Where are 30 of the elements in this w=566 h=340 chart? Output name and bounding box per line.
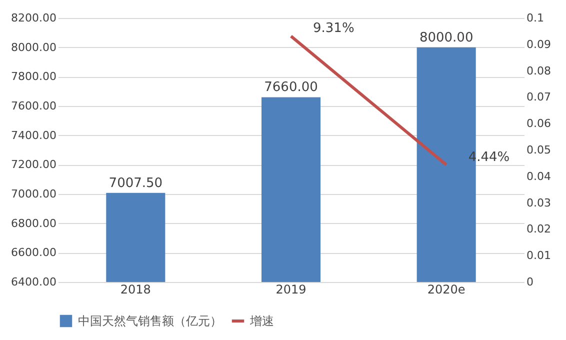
y2-tick-label: 0.05 — [526, 144, 551, 156]
legend-label: 中国天然气销售额（亿元） — [78, 314, 222, 328]
data-label: 7007.50 — [108, 176, 163, 191]
data-label: 7660.00 — [264, 80, 318, 96]
y2-tick-label: 0.06 — [526, 117, 551, 130]
data-label: 9.31% — [313, 21, 354, 36]
y-tick-label: 7200.00 — [11, 158, 56, 172]
x-tick-label: 2018 — [120, 282, 151, 296]
y2-tick-label: 0.02 — [526, 222, 551, 236]
y-tick-label: 7800.00 — [11, 70, 56, 84]
y-tick-label: 6800.00 — [11, 216, 56, 230]
data-label: 8000.00 — [419, 30, 474, 46]
y2-tick-label: 0.03 — [526, 196, 551, 210]
y2-tick-label: 0.01 — [526, 249, 551, 262]
y2-tick-label: 0.1 — [526, 12, 544, 24]
y-tick-label: 8200.00 — [11, 12, 56, 24]
y-tick-label: 7600.00 — [11, 100, 56, 112]
y-tick-label: 7000.00 — [11, 188, 56, 200]
x-tick-label: 2019 — [276, 282, 306, 296]
y2-tick-label: 0 — [526, 276, 534, 288]
y2-tick-label: 0.09 — [526, 38, 551, 51]
y-tick-label: 7400.00 — [11, 128, 56, 142]
legend-label: 增速 — [249, 314, 274, 328]
y-tick-label: 6400.00 — [11, 276, 56, 288]
y-tick-label: 8000.00 — [11, 40, 56, 54]
y-tick-label: 6600.00 — [11, 246, 56, 260]
y2-tick-label: 0.07 — [526, 90, 551, 104]
y2-tick-label: 0.08 — [526, 64, 551, 78]
x-tick-label: 2020e — [427, 282, 466, 296]
y2-tick-label: 0.04 — [526, 170, 551, 183]
